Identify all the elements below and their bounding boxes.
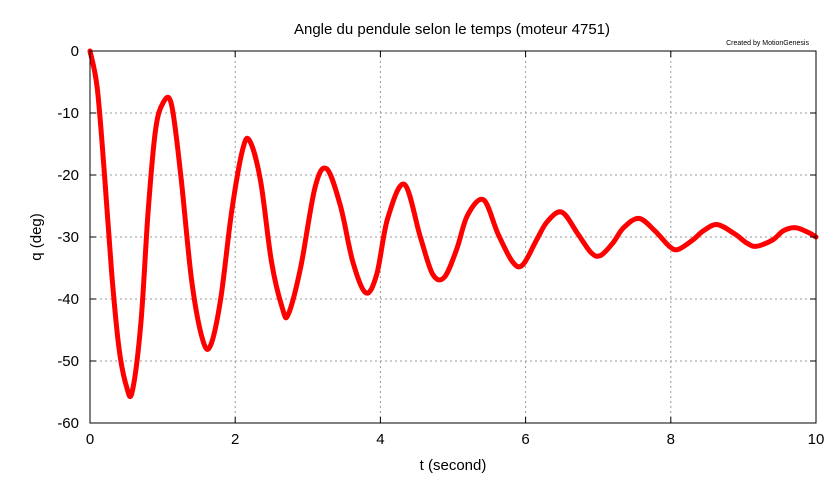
- y-tick-label: -30: [57, 229, 79, 246]
- chart-title: Angle du pendule selon le temps (moteur …: [294, 21, 610, 38]
- y-tick-label: -60: [57, 415, 79, 432]
- series-layer: [87, 48, 819, 399]
- y-axis-label: q (deg): [28, 213, 45, 261]
- axis-ticks: 0 2 4 6 8 10 0 -10 -20 -30 -40 -50 -60: [57, 43, 824, 448]
- credit-text: Created by MotionGenesis: [726, 40, 809, 47]
- plot-frame: [89, 50, 817, 424]
- x-tick-label: 8: [667, 431, 675, 448]
- y-tick-label: -10: [57, 105, 79, 122]
- x-tick-label: 2: [231, 431, 239, 448]
- y-tick-label: -20: [57, 167, 79, 184]
- x-tick-label: 10: [808, 431, 825, 448]
- x-tick-label: 0: [86, 431, 94, 448]
- series-line: [87, 48, 819, 399]
- x-tick-label: 6: [521, 431, 529, 448]
- y-tick-label: -50: [57, 353, 79, 370]
- y-tick-label: 0: [71, 43, 79, 60]
- grid-lines: [90, 51, 816, 423]
- x-axis-label: t (second): [420, 457, 487, 474]
- x-tick-label: 4: [376, 431, 384, 448]
- y-tick-label: -40: [57, 291, 79, 308]
